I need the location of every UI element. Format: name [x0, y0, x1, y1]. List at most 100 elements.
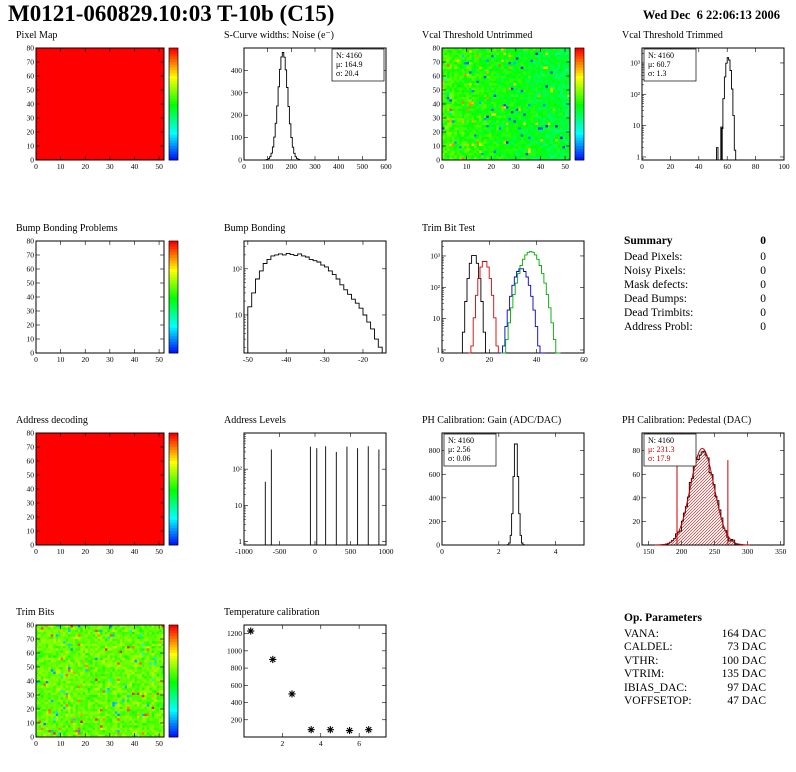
- svg-text:60: 60: [580, 355, 588, 364]
- svg-text:1: 1: [436, 345, 440, 354]
- svg-text:40: 40: [433, 100, 441, 109]
- svg-text:-30: -30: [320, 355, 330, 364]
- svg-text:10: 10: [433, 142, 441, 151]
- svg-text:N: 4160: N: 4160: [336, 51, 362, 60]
- op-parameter-label: VOFFSETOP:: [624, 695, 692, 707]
- summary-row: Mask defects: 0: [624, 278, 766, 292]
- svg-text:0: 0: [436, 541, 440, 550]
- svg-text:50: 50: [155, 355, 163, 364]
- svg-text:50: 50: [155, 547, 163, 556]
- svg-text:0: 0: [34, 355, 38, 364]
- svg-text:50: 50: [27, 471, 35, 480]
- svg-text:100: 100: [778, 162, 790, 171]
- address-levels-plot: -1000 -500 0 500 1000 1 10 10²: [232, 432, 394, 556]
- svg-text:40: 40: [27, 485, 35, 494]
- op-parameter-value: 135 DAC: [721, 668, 766, 680]
- summary-row-label: Dead Bumps:: [624, 293, 687, 305]
- summary-title: Summary: [624, 235, 673, 247]
- svg-text:400: 400: [429, 493, 441, 502]
- svg-text:50: 50: [27, 86, 35, 95]
- svg-text:30: 30: [106, 355, 114, 364]
- svg-text:600: 600: [380, 162, 392, 171]
- svg-text:50: 50: [561, 162, 569, 171]
- summary-row-value: 0: [760, 265, 766, 277]
- svg-text:70: 70: [433, 58, 441, 67]
- svg-text:1000: 1000: [379, 547, 394, 556]
- svg-text:μ: 164.9: μ: 164.9: [336, 60, 363, 69]
- op-parameter-label: CALDEL:: [624, 641, 673, 653]
- svg-text:60: 60: [723, 162, 731, 171]
- svg-text:10: 10: [27, 527, 35, 536]
- op-parameter-value: 100 DAC: [721, 654, 766, 667]
- summary-row-value: 0: [760, 307, 766, 319]
- svg-text:40: 40: [131, 547, 139, 556]
- svg-text:σ: 0.06: σ: 0.06: [448, 454, 471, 463]
- svg-text:0: 0: [238, 156, 242, 165]
- svg-text:70: 70: [27, 251, 35, 260]
- svg-text:500: 500: [345, 547, 357, 556]
- svg-text:40: 40: [131, 162, 139, 171]
- panel-ph-pedestal: PH Calibration: Pedestal (DAC) 150 200 250…: [618, 415, 796, 577]
- svg-text:10: 10: [27, 142, 35, 151]
- chart-title: Vcal Threshold Untrimmed: [422, 30, 533, 41]
- svg-text:20: 20: [81, 162, 89, 171]
- svg-text:20: 20: [633, 517, 641, 526]
- summary-row-value: 0: [760, 279, 766, 291]
- op-parameter-label: IBIAS_DAC:: [624, 681, 688, 694]
- svg-text:30: 30: [433, 114, 441, 123]
- panel-trim-bits: Trim Bits 0 10 20 30 40 50 0 10 20 30 40 50 60 70 80: [12, 607, 212, 769]
- op-parameter-value: 97 DAC: [727, 681, 766, 694]
- timestamp: Wed Dec 6 22:06:13 2006: [642, 8, 780, 22]
- svg-text:4: 4: [554, 547, 558, 556]
- svg-text:30: 30: [27, 499, 35, 508]
- chart-title: Trim Bit Test: [422, 223, 476, 234]
- vcal-untrimmed-plot: 0 10 20 30 40 50 0 10 20 30 40 50 60 70 80: [433, 44, 585, 171]
- svg-text:20: 20: [81, 355, 89, 364]
- op-parameters-title: Op. Parameters: [624, 612, 702, 624]
- svg-text:40: 40: [27, 293, 35, 302]
- svg-text:10: 10: [235, 501, 243, 510]
- svg-text:30: 30: [27, 114, 35, 123]
- svg-text:200: 200: [429, 517, 441, 526]
- svg-text:80: 80: [27, 429, 35, 438]
- svg-text:0: 0: [436, 156, 440, 165]
- svg-text:10²: 10²: [430, 283, 441, 292]
- svg-text:μ: 2.56: μ: 2.56: [448, 445, 471, 454]
- op-parameter-label: VANA:: [624, 627, 659, 640]
- pixel-map-plot: 0 10 20 30 40 50 0 10 20 30 40 50 60 70 80: [27, 44, 179, 171]
- svg-text:0: 0: [440, 355, 444, 364]
- svg-text:40: 40: [533, 355, 541, 364]
- op-parameter-label: VTRIM:: [624, 668, 665, 680]
- svg-text:-1000: -1000: [235, 547, 253, 556]
- svg-text:50: 50: [155, 162, 163, 171]
- svg-text:2: 2: [497, 547, 501, 556]
- summary-row-label: Address Probl:: [624, 321, 693, 333]
- svg-text:600: 600: [429, 470, 441, 479]
- summary-header: Summary 0: [624, 234, 766, 248]
- summary-row-label: Dead Pixels:: [624, 251, 683, 263]
- svg-text:70: 70: [27, 443, 35, 452]
- svg-text:80: 80: [752, 162, 760, 171]
- svg-text:-50: -50: [243, 355, 253, 364]
- summary-row-label: Mask defects:: [624, 279, 689, 291]
- svg-text:-40: -40: [281, 355, 291, 364]
- svg-text:0: 0: [242, 162, 246, 171]
- svg-text:0: 0: [30, 349, 34, 358]
- svg-text:200: 200: [286, 162, 298, 171]
- svg-text:80: 80: [27, 237, 35, 246]
- summary-row: Dead Bumps: 0: [624, 292, 766, 306]
- svg-text:60: 60: [27, 72, 35, 81]
- svg-text:100: 100: [262, 162, 274, 171]
- svg-text:150: 150: [643, 547, 655, 556]
- svg-text:400: 400: [333, 162, 345, 171]
- op-parameter-value: 73 DAC: [727, 641, 766, 653]
- op-parameter-row: VOFFSETOP: 47 DAC: [624, 695, 766, 709]
- op-parameter-value: 47 DAC: [727, 695, 766, 707]
- panel-vcal-untrimmed: Vcal Threshold Untrimmed 0 10 20 30 40 50 0 10 2…: [418, 30, 618, 192]
- svg-text:350: 350: [775, 547, 787, 556]
- summary-row-label: Noisy Pixels:: [624, 265, 686, 277]
- panel-address-decoding: Address decoding 0 10 20 30 40 50 0 10 20 30 40 50 6…: [12, 415, 212, 577]
- svg-text:10³: 10³: [630, 58, 641, 67]
